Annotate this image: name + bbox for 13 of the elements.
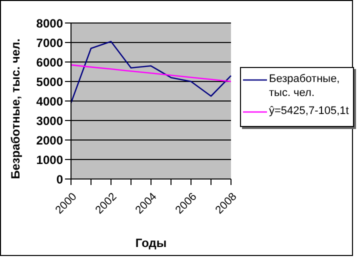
y-tick-label: 1000 <box>36 152 64 167</box>
y-tick-label: 3000 <box>36 114 64 128</box>
x-axis-title: Годы <box>135 236 167 250</box>
legend-label: Безработные, тыс. чел. <box>269 72 341 100</box>
y-tick-label: 0 <box>56 172 64 186</box>
y-tick-label: 6000 <box>36 55 64 70</box>
y-tick-label: 5000 <box>36 74 64 89</box>
y-tick-label: 8000 <box>36 16 64 30</box>
y-tick-label: 4000 <box>36 94 64 108</box>
y-tick-label: 7000 <box>36 36 64 50</box>
legend-label: ŷ=5425,7-105,1t <box>269 104 349 118</box>
y-axis-title: Безработные, тыс. чел. <box>8 38 22 179</box>
y-tick-label: 2000 <box>36 133 64 148</box>
